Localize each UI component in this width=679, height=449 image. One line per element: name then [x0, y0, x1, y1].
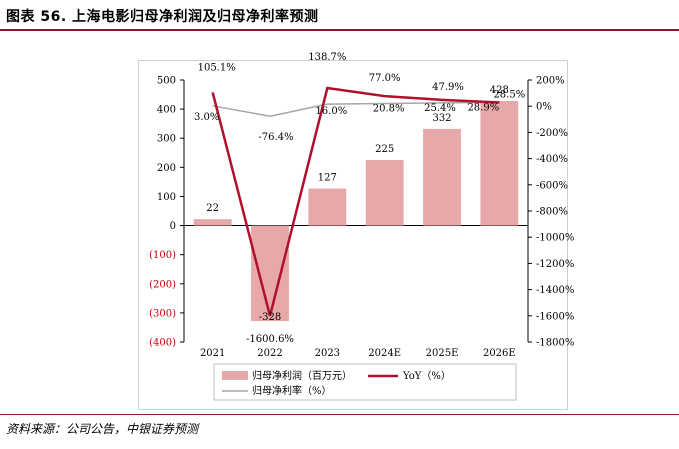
left-tick-label: 500: [157, 76, 176, 87]
lines-group: [211, 86, 500, 317]
margin-value-label: 3.0%: [194, 112, 219, 123]
x-tick-label: 2026E: [483, 348, 516, 359]
right-tick-label: -600%: [536, 180, 568, 191]
x-tick-label: 2025E: [426, 348, 459, 359]
right-tick-label: 0%: [536, 102, 552, 113]
right-tick-label: -200%: [536, 128, 568, 139]
bar-value-label: 332: [432, 113, 451, 124]
bar-profit: [423, 128, 461, 226]
x-tick-label: 2022: [257, 348, 282, 359]
yoy-value-label: 138.7%: [308, 52, 346, 63]
right-tick-label: -1800%: [536, 338, 574, 349]
margin-value-label: 28.9%: [467, 102, 499, 113]
x-tick-label: 2023: [315, 348, 340, 359]
x-tick-label: 2021: [200, 348, 225, 359]
bar-profit: [365, 160, 404, 226]
bar-profit: [480, 100, 519, 226]
bar-value-label: 22: [206, 203, 219, 214]
yoy-value-label: 47.9%: [432, 82, 464, 93]
left-tick-label: 100: [157, 192, 176, 203]
left-tick-label: (400): [149, 338, 176, 349]
chart-panel: [138, 60, 568, 410]
legend-box: [213, 363, 517, 401]
x-tick-label: 2024E: [368, 348, 401, 359]
source-rule: [0, 414, 679, 415]
left-tick-label: 200: [157, 163, 176, 174]
source-note: 资料来源：公司公告，中银证券预测: [6, 422, 199, 436]
chart-title: 图表 56. 上海电影归母净利润及归母净利率预测: [6, 9, 319, 25]
labels-group: 22 -328 127 225 332 428 105.1% -1600.6% 138.7% 77…: [194, 52, 525, 345]
bar-profit: [193, 219, 232, 226]
margin-value-label: 20.8%: [373, 103, 405, 114]
right-tick-label: -400%: [536, 154, 568, 165]
right-tick-label: -1200%: [536, 259, 574, 270]
bar-value-label: 127: [318, 173, 337, 184]
legend-label-bar: 归母净利润（百万元）: [252, 369, 352, 382]
right-tick-label: -1600%: [536, 311, 574, 322]
bar-value-label: 225: [375, 144, 394, 155]
right-tick-label: -1400%: [536, 285, 574, 296]
yoy-value-label: -1600.6%: [246, 334, 294, 345]
line-yoy: [211, 86, 500, 317]
line-margin: [212, 101, 500, 117]
bars-group: [193, 100, 519, 322]
left-tick-label: 0: [170, 221, 176, 232]
right-tick-label: -800%: [536, 207, 568, 218]
left-tick-label: (200): [149, 279, 176, 290]
left-tick-label: (300): [149, 308, 176, 319]
axes-group: 500 400 300 200 100 0 (100) (200) (300) (400) 200%…: [149, 76, 574, 360]
title-rule: [0, 29, 679, 31]
yoy-value-label: 105.1%: [198, 62, 236, 73]
bar-profit: [308, 188, 347, 226]
bar-value-label: 428: [490, 85, 509, 96]
right-tick-label: -1000%: [536, 233, 574, 244]
bar-profit: [251, 225, 289, 322]
left-tick-label: 400: [157, 105, 176, 116]
bar-value-label: -328: [259, 312, 281, 323]
right-tick-label: 200%: [536, 76, 565, 87]
left-tick-label: (100): [149, 250, 176, 261]
margin-value-label: 25.4%: [424, 103, 456, 114]
yoy-value-label: 28.5%: [493, 89, 525, 100]
left-tick-label: 300: [157, 134, 176, 145]
yoy-value-label: 77.0%: [369, 73, 401, 84]
legend-label-yoy: YoY（%）: [402, 370, 451, 382]
legend-label-margin: 归母净利率（%）: [252, 384, 332, 397]
margin-value-label: 16.0%: [315, 106, 347, 117]
legend-group: 归母净利润（百万元） YoY（%） 归母净利率（%）: [213, 363, 517, 401]
margin-value-label: -76.4%: [258, 132, 293, 143]
legend-swatch-bar: [222, 371, 248, 380]
